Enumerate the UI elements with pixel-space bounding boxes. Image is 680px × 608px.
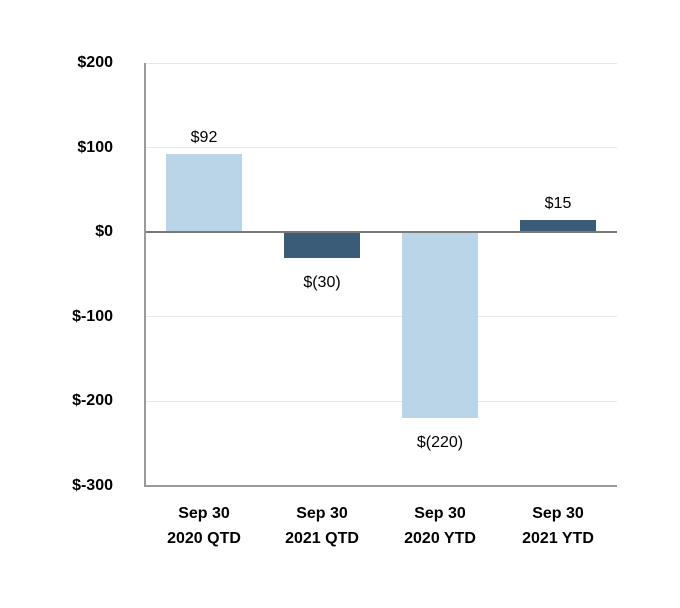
bar-sep-30-2021-qtd [284,232,360,258]
x-axis-category-line: Sep 30 [178,505,230,522]
gridline [145,400,617,402]
x-axis-category-line: 2021 YTD [522,530,594,547]
x-axis-line [144,485,617,487]
gridline [145,316,617,318]
x-axis-category-label: Sep 30 2020 QTD [134,501,274,551]
gridline [145,62,617,64]
y-axis-tick-label: $-200 [72,392,113,410]
bar-value-label: $(220) [416,434,464,452]
y-axis-tick-label: $-100 [72,307,113,325]
bar-sep-30-2021-ytd [520,219,596,233]
y-axis-line [144,63,146,486]
y-axis-tick-label: $200 [77,54,113,71]
bar-sep-30-2020-qtd [166,154,242,233]
gridline [145,147,617,149]
bar-value-label: $(30) [303,273,341,291]
x-axis-category-label: Sep 30 2021 QTD [252,501,392,551]
x-axis-category-line: Sep 30 [532,505,584,522]
x-axis-category-label: Sep 30 2020 YTD [370,501,510,551]
x-axis-category-line: 2021 QTD [285,530,359,547]
bar-sep-30-2020-ytd [402,232,478,419]
x-axis-category-line: 2020 QTD [167,530,241,547]
y-axis-tick-label: $100 [77,138,113,156]
x-axis-category-line: Sep 30 [296,505,348,522]
bar-value-label: $92 [190,129,218,147]
x-axis-category-line: Sep 30 [414,505,466,522]
x-axis-category-line: 2020 YTD [404,530,476,547]
bar-value-label: $15 [544,194,572,212]
y-axis-tick-label: $-300 [72,477,113,494]
zero-baseline [145,231,617,234]
x-axis-category-label: Sep 30 2021 YTD [488,501,628,551]
y-axis-tick-label: $0 [95,223,113,241]
